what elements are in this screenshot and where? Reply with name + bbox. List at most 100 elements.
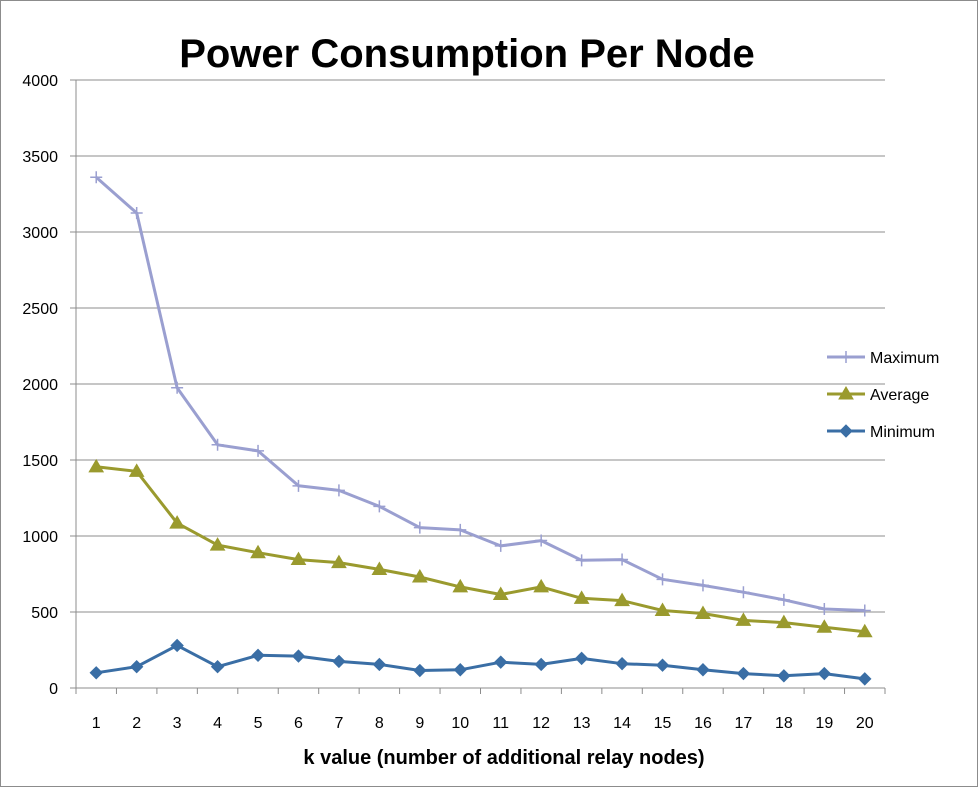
chart-title: Power Consumption Per Node [179, 32, 755, 76]
data-point-maximum [130, 207, 143, 219]
legend: Maximum Average Minimum [827, 350, 939, 441]
legend-label-minimum: Minimum [870, 424, 935, 441]
data-point-average [169, 515, 185, 529]
data-point-maximum [656, 573, 669, 586]
data-point-maximum [494, 539, 507, 552]
data-point-average [856, 623, 873, 638]
y-tick-label: 1500 [22, 453, 58, 470]
data-point-maximum [818, 602, 831, 615]
x-tick-label: 18 [775, 715, 793, 732]
data-point-average [573, 590, 590, 604]
x-axis-ticks: 1 2 3 4 5 6 7 8 9 10 11 12 13 14 15 16 17 18 19 20 [75, 688, 886, 732]
data-point-average [816, 619, 833, 633]
y-tick-label: 1000 [22, 529, 58, 546]
data-point-minimum [494, 655, 508, 669]
series-line-average [96, 465, 865, 634]
x-tick-label: 1 [92, 715, 101, 732]
data-point-average [371, 561, 388, 575]
data-point-average [614, 592, 630, 607]
x-tick-label: 4 [213, 715, 222, 732]
data-point-minimum [372, 657, 387, 672]
y-tick-label: 2000 [22, 377, 58, 394]
data-point-minimum [413, 663, 427, 678]
series [88, 171, 873, 686]
legend-item-average: Average [827, 386, 929, 404]
data-point-maximum [90, 171, 103, 184]
x-tick-label: 11 [492, 715, 509, 732]
legend-item-maximum: Maximum [827, 350, 939, 367]
data-point-average [411, 569, 428, 583]
x-tick-label: 14 [613, 715, 631, 732]
y-tick-label: 500 [31, 605, 58, 622]
x-tick-label: 6 [294, 715, 303, 732]
series-maximum [90, 171, 871, 617]
data-point-minimum [534, 657, 548, 672]
series-line-maximum [95, 176, 865, 612]
data-point-minimum [170, 638, 184, 653]
series-average [88, 458, 873, 638]
data-point-maximum [171, 381, 184, 394]
data-point-average [128, 463, 145, 477]
gridlines [76, 79, 885, 613]
legend-label-average: Average [870, 387, 929, 404]
x-tick-label: 5 [254, 715, 263, 732]
legend-marker-minimum [839, 424, 853, 438]
data-point-minimum [574, 651, 589, 666]
x-tick-label: 7 [334, 715, 343, 732]
data-point-maximum [858, 604, 871, 617]
x-tick-label: 19 [815, 715, 833, 732]
series-line-minimum [95, 643, 865, 681]
legend-marker-average [838, 386, 854, 400]
y-tick-label: 0 [49, 681, 58, 698]
x-tick-label: 15 [654, 715, 672, 732]
data-point-minimum [858, 672, 872, 686]
y-tick-label: 2500 [22, 301, 58, 318]
data-point-maximum [535, 534, 548, 547]
x-tick-label: 20 [856, 715, 874, 732]
x-tick-label: 12 [532, 715, 550, 732]
y-tick-label: 3500 [22, 149, 58, 166]
data-point-maximum [211, 438, 224, 451]
data-point-maximum [575, 554, 588, 567]
x-tick-label: 2 [132, 715, 141, 732]
data-point-average [290, 551, 307, 566]
x-tick-label: 8 [375, 715, 384, 732]
data-point-minimum [817, 666, 832, 681]
data-point-average [735, 612, 752, 626]
data-point-average [452, 578, 469, 593]
legend-label-maximum: Maximum [870, 350, 939, 367]
data-point-maximum [777, 593, 790, 606]
series-minimum [89, 638, 872, 686]
y-axis-ticks: 0 500 1000 1500 2000 2500 3000 3500 4000 [22, 73, 76, 698]
data-point-maximum [454, 523, 467, 536]
data-point-average [88, 458, 105, 473]
y-tick-label: 4000 [22, 73, 58, 90]
data-point-average [654, 602, 671, 616]
data-point-minimum [615, 656, 629, 671]
x-tick-label: 16 [694, 715, 712, 732]
x-tick-label: 3 [173, 715, 182, 732]
data-point-maximum [696, 579, 709, 592]
data-point-minimum [210, 660, 225, 674]
data-point-average [209, 537, 226, 551]
data-point-maximum [332, 484, 345, 497]
x-axis-label: k value (number of additional relay node… [303, 747, 704, 769]
data-point-minimum [129, 660, 144, 674]
data-point-maximum [737, 586, 750, 599]
data-point-minimum [291, 649, 306, 663]
y-tick-label: 3000 [22, 225, 58, 242]
x-tick-label: 9 [415, 715, 424, 732]
data-point-average [492, 586, 509, 601]
data-point-maximum [616, 553, 629, 566]
data-point-minimum [655, 658, 670, 672]
data-point-average [776, 614, 792, 629]
data-point-average [695, 605, 711, 620]
data-point-minimum [89, 666, 103, 680]
data-point-minimum [332, 654, 346, 669]
data-point-minimum [696, 663, 710, 677]
data-point-minimum [736, 666, 751, 681]
x-tick-label: 10 [451, 715, 469, 732]
data-point-average [533, 578, 550, 593]
x-tick-label: 17 [735, 715, 753, 732]
